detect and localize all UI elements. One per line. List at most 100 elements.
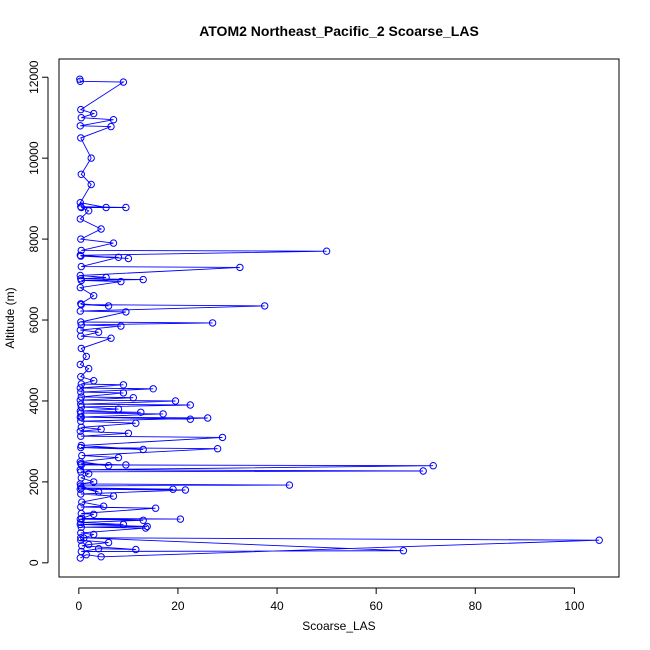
data-point	[77, 403, 86, 411]
data-point	[159, 410, 167, 418]
data-point	[87, 154, 95, 162]
data-point	[97, 553, 105, 561]
data-point	[181, 486, 190, 494]
chart-title: ATOM2 Northeast_Pacific_2 Scoarse_LAS	[199, 23, 479, 39]
data-point	[77, 432, 85, 440]
data-point	[76, 251, 85, 260]
data-point	[77, 373, 85, 381]
data-point	[285, 481, 294, 489]
y-tick-label: 4000	[27, 387, 41, 414]
y-tick-label: 0	[27, 559, 41, 566]
data-point	[77, 380, 86, 388]
data-point	[595, 536, 603, 544]
x-tick-label: 60	[369, 599, 383, 613]
data-point	[117, 277, 125, 286]
data-point	[186, 415, 195, 423]
data-point	[82, 352, 91, 361]
data-point	[97, 225, 105, 233]
data-point	[132, 545, 140, 554]
data-point	[149, 385, 157, 393]
data-point	[77, 344, 86, 353]
data-point	[104, 538, 113, 547]
data-point	[78, 451, 86, 460]
data-point	[122, 203, 130, 212]
data-point	[107, 122, 115, 131]
x-axis-label: Scoarse_LAS	[302, 619, 375, 633]
data-point	[76, 283, 85, 292]
data-point	[76, 75, 84, 83]
data-point	[104, 462, 113, 470]
data-point	[119, 520, 128, 529]
data-point	[114, 405, 123, 413]
data-point	[213, 445, 222, 453]
data-point	[85, 364, 93, 373]
data-point	[85, 207, 93, 215]
data-point	[119, 381, 128, 389]
y-tick-label: 2000	[27, 468, 41, 495]
data-layer	[76, 75, 603, 562]
data-point	[94, 488, 103, 496]
data-point	[77, 235, 85, 243]
data-point	[176, 515, 185, 523]
data-point	[218, 433, 227, 442]
data-point	[76, 326, 85, 334]
data-point	[119, 78, 128, 86]
data-point	[109, 239, 118, 247]
data-point	[77, 393, 86, 401]
y-tick-label: 6000	[27, 306, 41, 333]
data-point	[137, 408, 145, 416]
data-point	[78, 542, 86, 550]
data-point	[114, 253, 123, 261]
data-point	[78, 514, 86, 522]
data-point	[208, 319, 217, 327]
data-point	[76, 485, 85, 493]
data-point	[77, 203, 85, 211]
x-tick-label: 20	[171, 599, 185, 613]
y-axis: 0 2000 4000 6000 8000 10000 12000	[27, 60, 49, 566]
data-point	[77, 529, 85, 537]
data-point	[77, 400, 85, 408]
data-point	[85, 470, 93, 478]
data-point	[76, 360, 85, 369]
data-point	[119, 389, 128, 397]
y-tick-label: 10000	[27, 141, 41, 175]
data-point	[77, 105, 85, 114]
data-point	[122, 461, 130, 469]
y-tick-label: 8000	[27, 225, 41, 252]
data-point	[143, 522, 151, 531]
data-point	[76, 271, 85, 280]
data-point	[139, 516, 147, 524]
data-point	[76, 427, 85, 435]
data-point	[186, 401, 195, 409]
data-point	[102, 273, 110, 282]
data-point	[114, 453, 123, 462]
data-point	[107, 334, 115, 342]
series-line	[78, 79, 600, 559]
data-point	[122, 308, 130, 316]
data-point	[99, 502, 108, 510]
data-point	[77, 170, 86, 179]
data-point	[97, 425, 105, 433]
data-point	[419, 467, 427, 475]
x-tick-label: 40	[270, 599, 284, 613]
data-point	[87, 180, 95, 189]
y-tick-label: 12000	[27, 60, 41, 94]
data-point	[429, 462, 437, 470]
data-point	[139, 445, 147, 454]
data-point	[322, 247, 331, 255]
data-point	[151, 504, 160, 512]
data-point	[109, 492, 118, 500]
data-point	[90, 377, 98, 385]
y-axis-label: Altitude (m)	[3, 287, 17, 348]
data-point	[77, 246, 86, 255]
data-point	[76, 122, 85, 130]
data-point	[171, 397, 180, 405]
data-point	[77, 388, 85, 396]
x-tick-label: 100	[564, 599, 584, 613]
data-point	[76, 396, 85, 404]
data-point	[77, 518, 85, 527]
data-point	[399, 547, 408, 555]
data-point	[85, 540, 93, 549]
data-point	[77, 275, 85, 283]
